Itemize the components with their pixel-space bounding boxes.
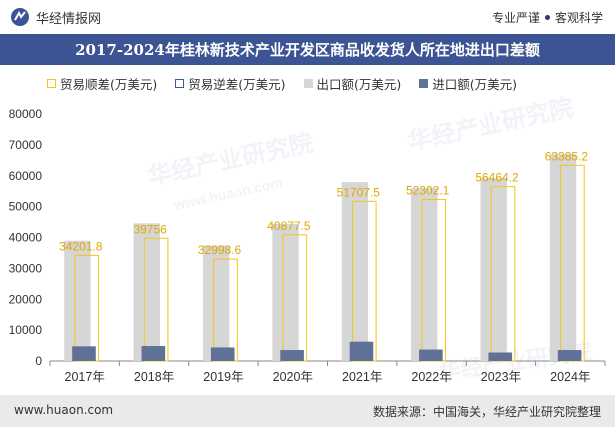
brand[interactable]: 华经情报网 xyxy=(10,7,101,27)
import-bar xyxy=(280,350,304,361)
chart-title: 2017-2024年桂林新技术产业开发区商品收发货人所在地进出口差额 xyxy=(75,41,540,59)
huajing-logo-icon xyxy=(11,8,29,26)
surplus-data-label: 52302.1 xyxy=(406,184,450,198)
import-bar xyxy=(557,350,582,361)
surplus-data-label: 51707.5 xyxy=(337,185,381,199)
surplus-data-label: 56464.2 xyxy=(475,171,519,185)
tagline: 专业严谨 客观科学 xyxy=(492,9,603,26)
x-tick-label: 2021年 xyxy=(342,370,382,384)
x-tick-label: 2017年 xyxy=(65,370,105,384)
legend-swatch-import xyxy=(419,78,429,88)
legend-swatch-export xyxy=(303,78,313,88)
site-name: 华经情报网 xyxy=(36,11,102,27)
legend-item-surplus[interactable]: 贸易顺差(万美元) xyxy=(47,74,157,93)
export-bar xyxy=(480,178,507,361)
legend-label-import: 进口额(万美元) xyxy=(432,76,518,92)
x-tick-label: 2024年 xyxy=(550,370,590,384)
import-bar xyxy=(349,341,374,361)
export-bar xyxy=(411,188,438,361)
import-bar xyxy=(141,346,166,361)
y-tick-label: 80000 xyxy=(9,107,43,121)
export-bar xyxy=(64,240,91,361)
y-tick-label: 70000 xyxy=(9,138,43,152)
y-tick-label: 20000 xyxy=(9,292,43,306)
legend-item-deficit[interactable]: 贸易逆差(万美元) xyxy=(175,74,286,93)
export-bar xyxy=(549,154,577,361)
surplus-data-label: 39756 xyxy=(133,222,167,236)
export-bar xyxy=(341,182,369,361)
legend-swatch-surplus xyxy=(47,78,56,88)
top-bar: 华经情报网 专业严谨 客观科学 xyxy=(0,0,615,34)
legend-label-deficit: 贸易逆差(万美元) xyxy=(188,76,286,92)
separator-dot-icon xyxy=(544,15,550,20)
tagline-left: 专业严谨 xyxy=(491,11,540,25)
legend-item-import[interactable]: 进口额(万美元) xyxy=(419,74,517,93)
y-tick-label: 50000 xyxy=(9,200,43,214)
footer: www.huaon.com 数据来源：中国海关，华经产业研究院整理 xyxy=(0,395,615,427)
export-bar xyxy=(133,223,160,361)
footer-url[interactable]: www.huaon.com xyxy=(14,403,114,417)
y-tick-label: 0 xyxy=(35,354,42,368)
import-bar xyxy=(419,349,443,361)
chart-legend: 贸易顺差(万美元) 贸易逆差(万美元) 出口额(万美元) 进口额(万美元) xyxy=(47,74,517,92)
import-bar xyxy=(210,347,235,361)
x-tick-label: 2023年 xyxy=(481,370,521,384)
surplus-data-label: 63385.2 xyxy=(545,149,589,163)
surplus-data-label: 34201.8 xyxy=(59,239,103,253)
tagline-right: 客观科学 xyxy=(554,11,603,25)
import-bar xyxy=(72,346,96,361)
y-tick-label: 40000 xyxy=(9,231,43,245)
export-bar xyxy=(272,223,299,361)
x-tick-label: 2020年 xyxy=(273,370,313,384)
x-tick-label: 2018年 xyxy=(134,370,174,384)
x-tick-label: 2019年 xyxy=(203,370,243,384)
y-tick-label: 10000 xyxy=(9,323,43,337)
import-bar xyxy=(488,352,513,361)
surplus-data-label: 32998.6 xyxy=(198,243,242,257)
x-tick-label: 2022年 xyxy=(411,370,451,384)
export-bar xyxy=(202,245,230,361)
surplus-data-label: 40877.5 xyxy=(267,219,311,233)
legend-label-surplus: 贸易顺差(万美元) xyxy=(60,76,158,92)
title-bar: 2017-2024年桂林新技术产业开发区商品收发货人所在地进出口差额 xyxy=(0,34,615,65)
legend-item-export[interactable]: 出口额(万美元) xyxy=(303,74,402,93)
legend-swatch-deficit xyxy=(175,78,185,88)
y-tick-label: 60000 xyxy=(9,169,43,183)
footer-source: 数据来源：中国海关，华经产业研究院整理 xyxy=(372,405,601,419)
y-tick-label: 30000 xyxy=(9,261,43,275)
legend-label-export: 出口额(万美元) xyxy=(316,76,402,92)
